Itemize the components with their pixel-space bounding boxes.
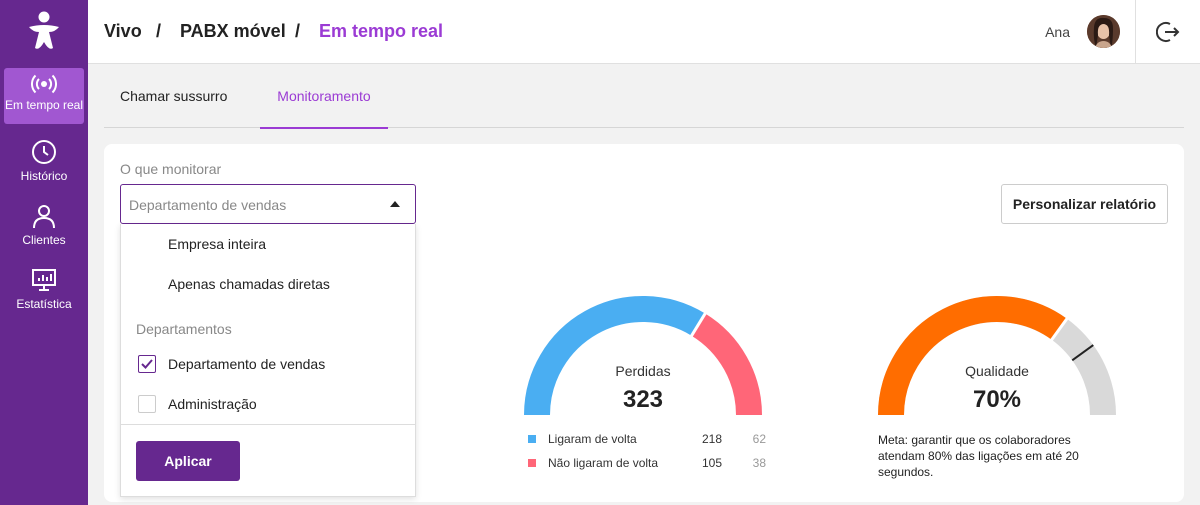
header-divider: [1135, 0, 1136, 63]
tab-monitoramento[interactable]: Monitoramento: [260, 64, 388, 129]
option-label: Departamento de vendas: [168, 356, 326, 372]
gauge-segment-not-called-back: [691, 313, 762, 416]
broadcast-icon: [31, 74, 57, 94]
legend-row: Ligaram de volta 218 62: [528, 432, 768, 448]
monitor-label: O que monitorar: [120, 161, 222, 177]
nav-item-estatistica[interactable]: Estatística: [4, 264, 84, 320]
select-value: Departamento de vendas: [129, 197, 287, 213]
top-bar: Vivo / PABX móvel / Em tempo real Ana: [88, 0, 1200, 64]
avatar-image: [1087, 15, 1120, 48]
gauge-label: Qualidade: [965, 363, 1029, 379]
lost-calls-gauge: [524, 296, 762, 416]
avatar[interactable]: [1087, 15, 1120, 48]
gauge-value: 70%: [972, 386, 1022, 413]
nav-label: Histórico: [20, 169, 68, 183]
option-administracao[interactable]: Administração: [121, 384, 415, 424]
gauge-gap: [1049, 317, 1069, 342]
legend-secondary: 38: [752, 456, 766, 470]
monitor-dropdown: Empresa inteira Apenas chamadas diretas …: [120, 224, 416, 497]
option-departamento-vendas[interactable]: Departamento de vendas: [121, 344, 415, 384]
checkbox-checked[interactable]: [138, 355, 156, 373]
nav-label: Clientes: [22, 233, 66, 247]
legend-swatch: [528, 459, 536, 467]
sidebar: Em tempo real Histórico Clientes Estatís…: [0, 0, 88, 505]
gauge-fill: [878, 296, 1067, 416]
option-chamadas-diretas[interactable]: Apenas chamadas diretas: [121, 264, 415, 304]
legend-swatch: [528, 435, 536, 443]
legend-count: 218: [702, 432, 723, 446]
gauge-value: 323: [622, 386, 664, 413]
option-empresa-inteira[interactable]: Empresa inteira: [121, 224, 415, 264]
vivo-logo[interactable]: [27, 11, 61, 51]
check-icon: [141, 359, 153, 369]
nav-item-clientes[interactable]: Clientes: [4, 200, 84, 256]
nav-label: Em tempo real: [4, 98, 84, 112]
caret-up-icon: [390, 201, 400, 207]
legend-count: 105: [702, 456, 723, 470]
monitor-select[interactable]: Departamento de vendas: [120, 184, 416, 224]
user-icon: [33, 205, 55, 229]
clock-icon: [32, 140, 56, 164]
quality-goal-note: Meta: garantir que os colaboradores aten…: [878, 433, 1079, 479]
gauge-segment-called-back: [524, 296, 706, 416]
gauge-gap: [689, 311, 707, 338]
group-label: Departamentos: [136, 321, 232, 337]
logout-icon[interactable]: [1156, 20, 1180, 44]
nav-label: Estatística: [16, 297, 72, 311]
gauge-label: Perdidas: [615, 363, 671, 379]
checkbox-unchecked[interactable]: [138, 395, 156, 413]
breadcrumb-separator: /: [295, 21, 301, 41]
legend-row: Não ligaram de volta 105 38: [528, 456, 768, 472]
nav-item-em-tempo-real[interactable]: Em tempo real: [4, 68, 84, 124]
quality-gauge: [878, 296, 1116, 416]
tab-bar: Chamar sussurro Monitoramento: [104, 64, 1184, 129]
legend-label: Ligaram de volta: [548, 432, 637, 446]
breadcrumb-pabx-movel[interactable]: PABX móvel: [180, 21, 286, 41]
tab-chamar-sussurro[interactable]: Chamar sussurro: [120, 88, 228, 104]
monitor-chart-icon: [32, 269, 56, 291]
breadcrumb-separator: /: [156, 21, 162, 41]
option-label: Administração: [168, 396, 257, 412]
breadcrumb-vivo[interactable]: Vivo: [104, 21, 142, 41]
breadcrumb-current: Em tempo real: [319, 21, 444, 41]
legend-secondary: 62: [752, 432, 766, 446]
option-label: Empresa inteira: [168, 236, 267, 252]
legend-label: Não ligaram de volta: [548, 456, 659, 470]
option-label: Apenas chamadas diretas: [168, 276, 330, 292]
dropdown-divider: [121, 424, 415, 425]
user-name: Ana: [1045, 24, 1070, 40]
apply-button[interactable]: Aplicar: [136, 441, 240, 481]
nav-item-historico[interactable]: Histórico: [4, 136, 84, 192]
customize-report-button[interactable]: Personalizar relatório: [1001, 184, 1168, 224]
gauge-target-marker: [1071, 344, 1094, 362]
